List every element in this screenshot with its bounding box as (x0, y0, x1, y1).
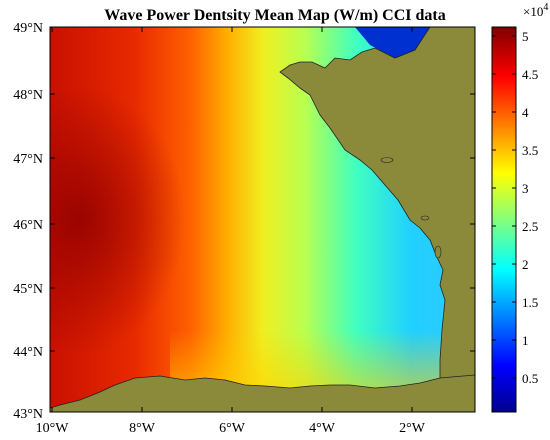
colorbar-label-1.5: 1.5 (522, 295, 538, 310)
lat-label-48: 48°N (13, 88, 43, 103)
colorbar-label-3: 3 (522, 181, 529, 196)
axis-ticks (50, 26, 475, 413)
lat-label-43: 43°N (13, 407, 43, 422)
island-oleron (434, 245, 442, 259)
lat-label-49: 49°N (13, 21, 43, 36)
channel-low-power-zone (355, 27, 430, 58)
lon-label-6w: 6°W (219, 421, 246, 436)
island-belle-ile (380, 157, 394, 163)
lat-label-46: 46°N (13, 218, 43, 233)
map-title: Wave Power Dentsity Mean Map (W/m) CCI d… (104, 7, 445, 24)
colorbar-label-3.5: 3.5 (522, 143, 538, 158)
colorbar-label-2: 2 (522, 257, 529, 272)
island-yeu (420, 215, 430, 221)
colorbar-label-1: 1 (522, 333, 529, 348)
spain-landmass (50, 374, 475, 412)
lon-label-10w: 10°W (36, 421, 70, 436)
lon-label-2w: 2°W (399, 421, 426, 436)
colorbar-label-2.5: 2.5 (522, 219, 538, 234)
colorbar-exponent: ×104 (523, 2, 548, 19)
lat-label-47: 47°N (13, 152, 43, 167)
colorbar (491, 26, 517, 413)
colorbar-label-4: 4 (522, 105, 529, 120)
lon-label-8w: 8°W (129, 421, 156, 436)
lat-label-44: 44°N (13, 345, 43, 360)
colorbar-ticks (492, 35, 516, 379)
france-landmass (279, 27, 475, 412)
colorbar-label-0.5: 0.5 (522, 371, 538, 386)
lat-label-45: 45°N (13, 282, 43, 297)
colorbar-label-5: 5 (522, 29, 529, 44)
colorbar-label-4.5: 4.5 (522, 67, 538, 82)
map-frame (49, 26, 476, 413)
plot-area (50, 27, 475, 412)
lon-label-4w: 4°W (309, 421, 336, 436)
